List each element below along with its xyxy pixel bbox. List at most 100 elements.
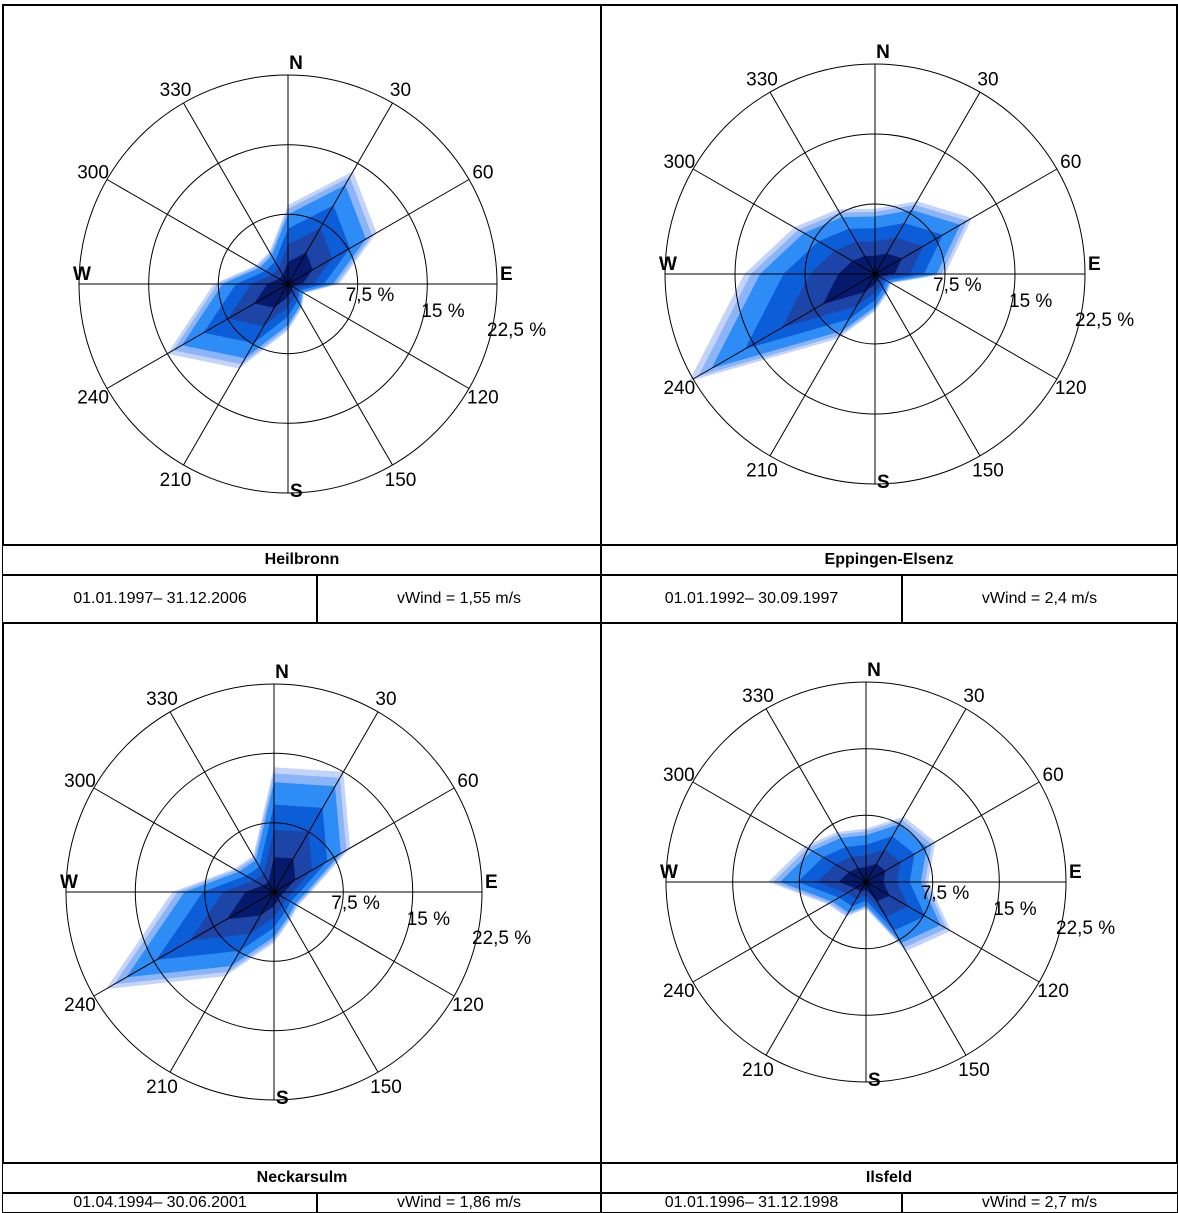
ilsfeld-direction-label-240: 240 <box>663 981 695 1002</box>
ilsfeld-direction-label-330: 330 <box>742 686 774 707</box>
heilbronn-direction-label-n: N <box>289 53 303 74</box>
eppingen-elsenz-spoke-300 <box>692 168 876 275</box>
neckarsulm-spoke-300 <box>93 787 275 893</box>
windrose-heilbronn: N 30 60 E 120 150 S 210 240 W 300 330 7,5 % 15 % 22,5 … <box>73 53 546 502</box>
neckarsulm-frequency-band-5 <box>189 829 312 941</box>
neckarsulm-ring-label-1: 7,5 % <box>331 893 380 914</box>
ilsfeld-ring-label-1: 7,5 % <box>921 883 970 904</box>
eppingen-elsenz-spoke-210 <box>769 273 876 457</box>
ilsfeld-spoke-330 <box>765 708 867 883</box>
ilsfeld-spoke-120 <box>865 881 1040 983</box>
vwind-ilsfeld: vWind = 2,7 m/s <box>901 1192 1178 1213</box>
chart-cell-heilbronn: N 30 60 E 120 150 S 210 240 W 300 330 7,5 % 15 % 22,5 … <box>2 4 602 546</box>
ilsfeld-direction-label-60: 60 <box>1043 765 1064 786</box>
heilbronn-spoke-120 <box>287 283 470 389</box>
neckarsulm-spoke-330 <box>169 711 275 893</box>
heilbronn-spoke-300 <box>106 179 289 285</box>
ilsfeld-direction-label-120: 120 <box>1037 981 1069 1002</box>
eppingen-elsenz-direction-label-30: 30 <box>977 69 998 90</box>
ilsfeld-spoke-300 <box>692 781 867 883</box>
neckarsulm-ring-label-3: 22,5 % <box>472 928 531 949</box>
vwind-eppingen-elsenz: vWind = 2,4 m/s <box>901 574 1178 624</box>
windrose-ilsfeld: N 30 60 E 120 150 S 210 240 W 300 330 7,5 % 15 % 22,5 … <box>660 660 1115 1091</box>
neckarsulm-direction-label-60: 60 <box>457 771 478 792</box>
neckarsulm-direction-label-330: 330 <box>146 689 178 710</box>
heilbronn-ring-label-3: 22,5 % <box>487 320 546 341</box>
eppingen-elsenz-spoke-240 <box>692 273 876 380</box>
heilbronn-direction-label-e: E <box>500 264 513 285</box>
eppingen-elsenz-direction-label-210: 210 <box>746 461 778 482</box>
eppingen-elsenz-direction-label-240: 240 <box>663 378 695 399</box>
eppingen-elsenz-direction-label-150: 150 <box>972 461 1004 482</box>
period-eppingen-elsenz: 01.01.1992– 30.09.1997 <box>600 574 903 624</box>
heilbronn-direction-label-60: 60 <box>472 163 493 184</box>
neckarsulm-spoke-30 <box>273 711 379 893</box>
neckarsulm-direction-label-150: 150 <box>370 1077 402 1098</box>
ilsfeld-direction-label-w: W <box>660 862 678 883</box>
eppingen-elsenz-spoke-150 <box>874 273 981 457</box>
heilbronn-direction-label-w: W <box>73 264 91 285</box>
eppingen-elsenz-frequency-band-6 <box>822 253 903 305</box>
chart-cell-eppingen-elsenz: N 30 60 E 120 150 S 210 240 W 300 330 7,5 % 15 % 22,5 … <box>600 4 1178 546</box>
eppingen-elsenz-spoke-60 <box>874 168 1058 275</box>
ilsfeld-direction-label-300: 300 <box>663 765 695 786</box>
neckarsulm-spoke-150 <box>273 891 379 1073</box>
neckarsulm-direction-label-300: 300 <box>64 771 96 792</box>
period-heilbronn: 01.01.1997– 31.12.2006 <box>2 574 318 624</box>
heilbronn-direction-label-30: 30 <box>390 80 411 101</box>
neckarsulm-direction-label-240: 240 <box>64 995 96 1016</box>
neckarsulm-spoke-120 <box>273 891 455 997</box>
eppingen-elsenz-spoke-330 <box>769 91 876 275</box>
eppingen-elsenz-spoke-120 <box>874 273 1058 380</box>
neckarsulm-direction-label-n: N <box>275 662 289 683</box>
ilsfeld-spoke-150 <box>865 881 967 1056</box>
eppingen-elsenz-direction-label-120: 120 <box>1055 378 1087 399</box>
eppingen-elsenz-direction-label-s: S <box>877 472 890 493</box>
neckarsulm-spoke-210 <box>169 891 275 1073</box>
eppingen-elsenz-ring-label-3: 22,5 % <box>1075 310 1134 331</box>
eppingen-elsenz-direction-label-330: 330 <box>746 69 778 90</box>
windrose-neckarsulm: N 30 60 E 120 150 S 210 240 W 300 330 7,5 % 15 % 22,5 … <box>60 662 531 1109</box>
ilsfeld-direction-label-150: 150 <box>958 1060 990 1081</box>
heilbronn-direction-label-150: 150 <box>385 470 417 491</box>
ilsfeld-spoke-60 <box>865 781 1040 883</box>
neckarsulm-spoke-60 <box>273 787 455 893</box>
chart-cell-ilsfeld: N 30 60 E 120 150 S 210 240 W 300 330 7,5 % 15 % 22,5 … <box>600 622 1178 1164</box>
station-name-heilbronn: Heilbronn <box>2 544 602 576</box>
period-ilsfeld: 01.01.1996– 31.12.1998 <box>600 1192 903 1213</box>
eppingen-elsenz-direction-label-60: 60 <box>1060 152 1081 173</box>
heilbronn-ring-label-1: 7,5 % <box>346 285 395 306</box>
heilbronn-direction-label-120: 120 <box>467 388 499 409</box>
station-name-ilsfeld: Ilsfeld <box>600 1162 1178 1194</box>
neckarsulm-spoke-240 <box>93 891 275 997</box>
eppingen-elsenz-direction-label-300: 300 <box>663 152 695 173</box>
station-name-eppingen-elsenz: Eppingen-Elsenz <box>600 544 1178 576</box>
heilbronn-direction-label-240: 240 <box>77 388 109 409</box>
vwind-neckarsulm: vWind = 1,86 m/s <box>316 1192 602 1213</box>
ilsfeld-direction-label-e: E <box>1069 862 1082 883</box>
neckarsulm-direction-label-30: 30 <box>375 689 396 710</box>
heilbronn-direction-label-300: 300 <box>77 163 109 184</box>
heilbronn-spoke-60 <box>287 179 470 285</box>
heilbronn-spoke-240 <box>106 283 289 389</box>
heilbronn-direction-label-330: 330 <box>160 80 192 101</box>
neckarsulm-direction-label-120: 120 <box>452 995 484 1016</box>
period-neckarsulm: 01.04.1994– 30.06.2001 <box>2 1192 318 1213</box>
neckarsulm-direction-label-210: 210 <box>146 1077 178 1098</box>
ilsfeld-ring-label-2: 15 % <box>993 899 1036 920</box>
station-name-neckarsulm: Neckarsulm <box>2 1162 602 1194</box>
eppingen-elsenz-ring-label-2: 15 % <box>1009 291 1052 312</box>
heilbronn-spoke-150 <box>287 283 393 466</box>
neckarsulm-direction-label-e: E <box>485 872 498 893</box>
ilsfeld-spoke-210 <box>765 881 867 1056</box>
heilbronn-spoke-330 <box>183 102 289 285</box>
ilsfeld-direction-label-s: S <box>868 1070 881 1091</box>
neckarsulm-direction-label-w: W <box>60 872 78 893</box>
heilbronn-spoke-30 <box>287 102 393 285</box>
neckarsulm-direction-label-s: S <box>276 1088 289 1109</box>
chart-cell-neckarsulm: N 30 60 E 120 150 S 210 240 W 300 330 7,5 % 15 % 22,5 … <box>2 622 602 1164</box>
eppingen-elsenz-ring-label-1: 7,5 % <box>933 275 982 296</box>
windrose-eppingen-elsenz: N 30 60 E 120 150 S 210 240 W 300 330 7,5 % 15 % 22,5 … <box>659 42 1134 493</box>
ilsfeld-spoke-30 <box>865 708 967 883</box>
ilsfeld-ring-label-3: 22,5 % <box>1056 918 1115 939</box>
